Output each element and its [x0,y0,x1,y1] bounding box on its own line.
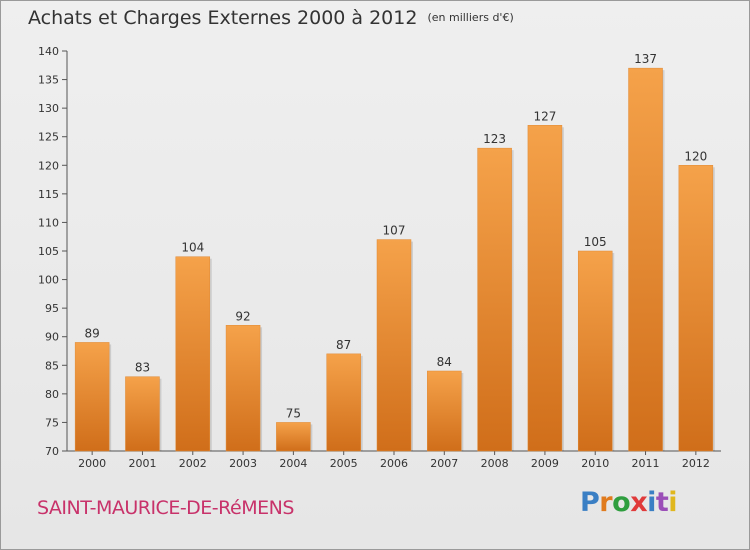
x-tick-label: 2012 [682,457,710,470]
bar-2005 [326,353,361,452]
logo-letter: x [630,487,648,518]
x-tick-label: 2002 [179,457,207,470]
x-tick-label: 2005 [330,457,358,470]
x-tick-label: 2000 [78,457,106,470]
value-label: 92 [235,309,250,323]
bar-2011 [628,67,663,452]
y-tick-label: 95 [45,302,59,315]
y-tick-label: 110 [38,216,59,229]
y-tick-label: 100 [38,274,59,287]
chart-unit: (en milliers d'€) [427,11,514,24]
y-tick-label: 70 [45,445,59,458]
x-tick-label: 2004 [279,457,307,470]
x-tick-label: 2003 [229,457,257,470]
x-tick-label: 2007 [430,457,458,470]
bar-2001 [125,376,160,452]
value-label: 87 [336,338,351,352]
chart-title-text: Achats et Charges Externes 2000 à 2012 [28,7,418,29]
x-tick-label: 2010 [581,457,609,470]
logo-letter: r [599,487,613,518]
y-tick-label: 140 [38,45,59,58]
y-tick-label: 80 [45,388,59,401]
proxiti-logo: Proxiti [580,487,678,518]
town-name: SAINT-MAURICE-DE-RéMENS [37,497,294,519]
value-label: 137 [634,52,657,66]
y-tick-label: 130 [38,102,59,115]
x-axis: 2000 2001 2002 2003 2004 2005 2006 2007 2008 2009… [67,450,721,470]
value-label: 89 [85,326,100,340]
logo-letter: i [647,487,656,518]
y-axis: 70 75 80 85 90 95 100 105 110 115 120 125 130 135 140 [38,45,68,458]
bar-2007 [427,370,462,452]
logo-letter: P [580,487,600,518]
value-label: 104 [181,241,204,255]
x-tick-label: 2011 [632,457,660,470]
x-tick-label: 2006 [380,457,408,470]
logo-letter: t [655,487,669,518]
value-label: 107 [383,224,406,238]
y-tick-label: 90 [45,331,59,344]
y-tick-label: 135 [38,74,59,87]
chart-title: Achats et Charges Externes 2000 à 2012 (e… [28,7,514,29]
bar-2012 [678,165,714,452]
y-tick-label: 125 [38,131,59,144]
value-label: 105 [584,235,607,249]
bar-2006 [376,239,412,452]
bar-2003 [225,325,261,452]
bars [74,67,715,452]
bar-2004 [276,422,311,452]
y-tick-label: 105 [38,245,59,258]
bar-2008 [477,147,512,452]
bar-2009 [527,125,563,452]
logo-letter: o [612,487,631,518]
x-tick-label: 2001 [128,457,156,470]
y-tick-label: 115 [38,188,59,201]
value-labels: 89 83 104 92 75 87 107 84 123 127 105 137 120 [85,52,708,420]
value-label: 127 [533,109,556,123]
value-label: 84 [437,355,452,369]
y-tick-label: 120 [38,159,59,172]
y-tick-label: 85 [45,359,59,372]
x-tick-label: 2008 [481,457,509,470]
logo-letter: i [668,487,678,518]
bar-2002 [175,256,211,452]
value-label: 83 [135,361,150,375]
y-tick-label: 75 [45,416,59,429]
x-tick-label: 2009 [531,457,559,470]
value-label: 120 [684,149,707,163]
bar-2000 [74,342,110,452]
value-label: 75 [286,406,301,420]
bar-2010 [577,250,613,452]
value-label: 123 [483,132,506,146]
